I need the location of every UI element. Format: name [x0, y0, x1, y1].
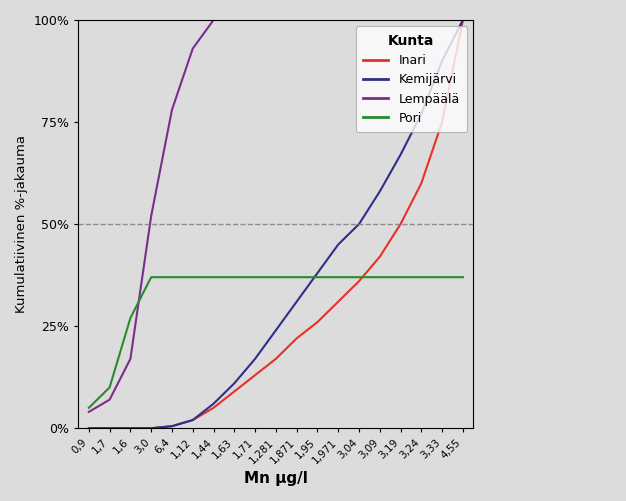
Lempäälä	[148, 213, 155, 219]
Inari	[438, 119, 446, 125]
Lempäälä	[106, 397, 113, 403]
Inari	[85, 425, 93, 431]
Pori	[189, 274, 197, 280]
Inari	[106, 425, 113, 431]
Inari	[148, 425, 155, 431]
Inari	[168, 423, 176, 429]
Kemijärvi	[355, 221, 362, 227]
Lempäälä	[126, 356, 134, 362]
Inari	[189, 417, 197, 423]
Kemijärvi	[314, 270, 321, 276]
Inari	[272, 356, 280, 362]
Inari	[126, 425, 134, 431]
Legend: Inari, Kemijärvi, Lempäälä, Pori: Inari, Kemijärvi, Lempäälä, Pori	[356, 26, 467, 132]
Inari	[355, 278, 362, 284]
Inari	[293, 335, 300, 341]
Pori	[85, 405, 93, 411]
Kemijärvi	[106, 425, 113, 431]
Inari	[459, 17, 466, 23]
Kemijärvi	[334, 241, 342, 247]
Kemijärvi	[397, 152, 404, 158]
Line: Kemijärvi: Kemijärvi	[89, 20, 463, 428]
Pori	[126, 315, 134, 321]
Line: Pori: Pori	[89, 277, 463, 408]
Kemijärvi	[376, 188, 384, 194]
Inari	[334, 299, 342, 305]
Inari	[210, 405, 217, 411]
Kemijärvi	[418, 111, 425, 117]
Kemijärvi	[85, 425, 93, 431]
Inari	[418, 180, 425, 186]
X-axis label: Mn μg/l: Mn μg/l	[244, 471, 308, 486]
Kemijärvi	[293, 299, 300, 305]
Pori	[168, 274, 176, 280]
Lempäälä	[168, 107, 176, 113]
Kemijärvi	[251, 356, 259, 362]
Kemijärvi	[189, 417, 197, 423]
Pori	[459, 274, 466, 280]
Lempäälä	[85, 409, 93, 415]
Inari	[251, 372, 259, 378]
Kemijärvi	[148, 425, 155, 431]
Kemijärvi	[230, 380, 238, 386]
Kemijärvi	[459, 17, 466, 23]
Kemijärvi	[126, 425, 134, 431]
Inari	[230, 388, 238, 394]
Kemijärvi	[272, 327, 280, 333]
Lempäälä	[189, 46, 197, 52]
Line: Inari: Inari	[89, 20, 463, 428]
Lempäälä	[210, 17, 217, 23]
Line: Lempäälä: Lempäälä	[89, 20, 213, 412]
Kemijärvi	[168, 423, 176, 429]
Inari	[314, 319, 321, 325]
Pori	[148, 274, 155, 280]
Inari	[397, 221, 404, 227]
Kemijärvi	[210, 401, 217, 407]
Kemijärvi	[438, 58, 446, 64]
Inari	[376, 254, 384, 260]
Pori	[106, 384, 113, 390]
Y-axis label: Kumulatiivinen %-jakauma: Kumulatiivinen %-jakauma	[15, 135, 28, 313]
